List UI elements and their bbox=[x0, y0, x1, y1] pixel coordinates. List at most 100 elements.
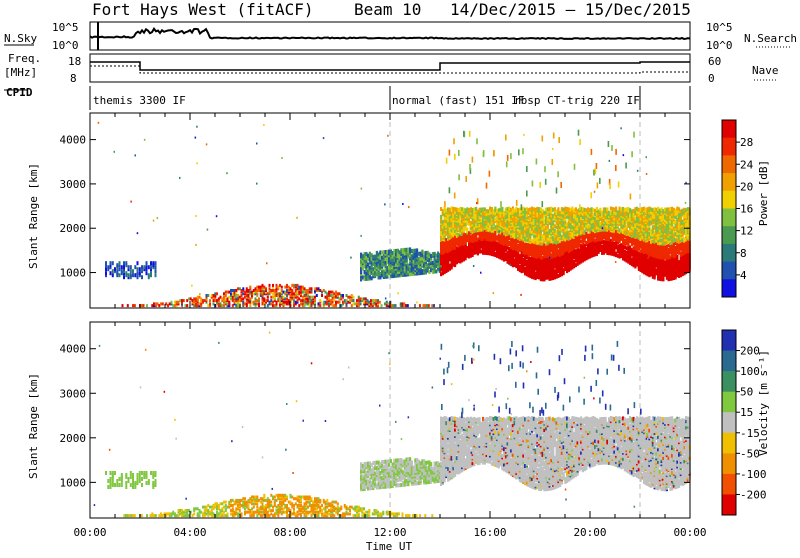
scatter-cell bbox=[388, 302, 390, 305]
scatter-cell bbox=[137, 267, 139, 271]
scatter-cell bbox=[119, 273, 121, 277]
scatter-cell bbox=[223, 304, 225, 307]
scatter-cell bbox=[290, 287, 292, 290]
scatter-cell bbox=[615, 207, 617, 211]
freq-tick-bottom: 8 bbox=[70, 72, 77, 85]
scatter-cell bbox=[206, 294, 208, 297]
scatter-cell bbox=[325, 301, 327, 304]
freq-trace bbox=[90, 62, 690, 70]
scatter-cell bbox=[112, 269, 114, 273]
scatter-cell bbox=[183, 299, 185, 302]
scatter-cell bbox=[297, 291, 299, 294]
scatter-cell bbox=[332, 294, 334, 297]
scatter-cell bbox=[186, 299, 188, 302]
scatter-cell bbox=[256, 292, 258, 295]
scatter-cell bbox=[370, 302, 372, 305]
scatter-cell bbox=[367, 299, 369, 302]
scatter-cell bbox=[286, 301, 288, 304]
scatter-cell bbox=[314, 296, 316, 299]
scatter-cell bbox=[332, 304, 334, 307]
scatter-cell bbox=[272, 289, 274, 292]
scatter-cell bbox=[297, 296, 299, 299]
scatter-cell bbox=[346, 302, 348, 305]
scatter-cell bbox=[216, 292, 218, 295]
scatter-cell bbox=[230, 292, 232, 295]
nsky-tick-bottom: 10^0 bbox=[52, 39, 79, 52]
scatter-cell bbox=[137, 275, 139, 279]
scatter-cell bbox=[339, 292, 341, 295]
scatter-cell bbox=[297, 299, 299, 302]
scatter-cell bbox=[325, 296, 327, 299]
scatter-cell bbox=[342, 294, 344, 297]
scatter-cell bbox=[244, 296, 246, 299]
scatter-cell bbox=[319, 299, 321, 302]
scatter-cell bbox=[223, 296, 225, 299]
scatter-cell bbox=[132, 273, 134, 277]
scatter-cell bbox=[116, 269, 118, 273]
beam-label: Beam 10 bbox=[354, 0, 421, 19]
nsky-label: N.Sky bbox=[4, 32, 37, 45]
scatter-cell bbox=[200, 297, 202, 300]
scatter-cell bbox=[300, 299, 302, 302]
scatter-cell bbox=[332, 301, 334, 304]
scatter-cell bbox=[128, 273, 130, 277]
scatter-cell bbox=[405, 304, 407, 307]
scatter-cell bbox=[241, 297, 243, 300]
scatter-cell bbox=[146, 271, 148, 275]
scatter-cell bbox=[384, 302, 386, 305]
scatter-cell bbox=[186, 304, 188, 307]
scatter-cell bbox=[319, 304, 321, 307]
scatter-cell bbox=[241, 294, 243, 297]
scatter-cell bbox=[132, 304, 134, 307]
nsearch-tick-bottom: 10^0 bbox=[706, 39, 733, 52]
scatter-cell bbox=[283, 301, 285, 304]
scatter-cell bbox=[433, 304, 435, 307]
scatter-cell bbox=[112, 261, 114, 265]
cpid-segment-label: rbsp CT-trig 220 IF bbox=[514, 94, 640, 107]
scatter-cell bbox=[227, 302, 229, 305]
scatter-cell bbox=[269, 301, 271, 304]
scatter-cell bbox=[466, 228, 468, 232]
scatter-cell bbox=[332, 291, 334, 294]
scatter-cell bbox=[251, 291, 253, 294]
nsearch-tick-top: 10^5 bbox=[706, 21, 733, 34]
nave-label: Nave bbox=[752, 64, 779, 77]
scatter-cell bbox=[171, 301, 173, 304]
scatter-cell bbox=[416, 248, 418, 252]
scatter-cell bbox=[286, 289, 288, 292]
scatter-cell bbox=[321, 291, 323, 294]
scatter-cell bbox=[228, 301, 230, 304]
scatter-cell bbox=[216, 299, 218, 302]
scatter-cell bbox=[143, 304, 145, 307]
scatter-cell bbox=[128, 265, 130, 269]
scatter-cell bbox=[379, 301, 381, 304]
scatter-cell bbox=[213, 294, 215, 297]
nave-tick-bottom: 0 bbox=[708, 72, 715, 85]
scatter-cell bbox=[139, 267, 141, 271]
scatter-cell bbox=[130, 265, 132, 269]
scatter-cell bbox=[202, 299, 204, 302]
scatter-cell bbox=[557, 207, 559, 211]
scatter-cell bbox=[346, 294, 348, 297]
scatter-cell bbox=[169, 302, 171, 305]
scatter-cell bbox=[328, 302, 330, 305]
date-range: 14/Dec/2015 – 15/Dec/2015 bbox=[450, 0, 691, 19]
scatter-cell bbox=[193, 304, 195, 307]
scatter-cell bbox=[176, 301, 178, 304]
scatter-cell bbox=[314, 287, 316, 290]
scatter-cell bbox=[297, 284, 299, 287]
scatter-cell bbox=[190, 297, 192, 300]
scatter-cell bbox=[318, 287, 320, 290]
scatter-cell bbox=[143, 265, 145, 269]
scatter-cell bbox=[220, 296, 222, 299]
scatter-cell bbox=[328, 291, 330, 294]
scatter-cell bbox=[137, 271, 139, 275]
scatter-cell bbox=[248, 289, 250, 292]
scatter-cell bbox=[114, 267, 116, 271]
freq-unit: [MHz] bbox=[4, 66, 37, 79]
scatter-cell bbox=[107, 265, 109, 269]
scatter-cell bbox=[391, 304, 393, 307]
scatter-cell bbox=[119, 261, 121, 265]
scatter-cell bbox=[360, 297, 362, 300]
